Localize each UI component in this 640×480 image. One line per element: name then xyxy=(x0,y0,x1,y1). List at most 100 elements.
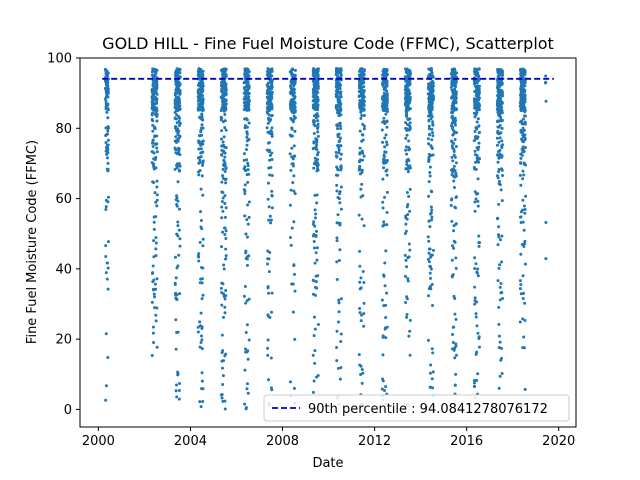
data-point xyxy=(292,189,296,193)
data-point xyxy=(221,70,225,74)
data-point xyxy=(196,330,200,334)
data-point xyxy=(359,276,363,280)
data-point xyxy=(266,121,270,125)
data-point xyxy=(267,270,271,274)
data-point xyxy=(477,124,481,128)
data-point xyxy=(201,126,205,130)
data-point xyxy=(104,205,108,209)
data-point xyxy=(521,346,525,350)
data-point xyxy=(359,67,363,71)
data-point xyxy=(316,151,320,154)
data-point xyxy=(358,249,362,253)
data-point xyxy=(472,79,476,83)
data-point xyxy=(270,310,274,314)
data-point xyxy=(201,118,205,122)
data-point xyxy=(498,97,502,101)
data-point xyxy=(522,84,526,88)
data-point xyxy=(427,127,431,131)
data-point xyxy=(246,203,250,207)
data-point xyxy=(477,131,481,135)
data-point xyxy=(500,146,504,150)
data-point xyxy=(473,267,477,271)
data-point xyxy=(173,146,177,150)
data-point xyxy=(407,145,411,149)
data-point xyxy=(269,129,273,133)
data-point xyxy=(154,287,158,291)
data-point xyxy=(497,125,501,129)
data-point xyxy=(453,73,457,77)
data-point xyxy=(199,210,203,214)
data-point xyxy=(495,143,499,147)
data-point xyxy=(357,94,361,98)
data-point xyxy=(150,87,154,91)
data-point xyxy=(430,377,434,381)
data-point xyxy=(522,245,526,249)
data-point xyxy=(405,133,409,137)
data-point xyxy=(477,337,481,340)
data-point xyxy=(335,71,339,75)
data-point xyxy=(219,286,223,290)
data-point xyxy=(450,126,454,130)
data-point xyxy=(518,279,522,283)
data-point xyxy=(290,146,294,150)
data-point xyxy=(200,174,204,178)
data-point xyxy=(106,355,110,359)
data-point xyxy=(404,222,408,226)
data-point xyxy=(269,105,273,109)
data-point xyxy=(455,195,459,199)
data-point xyxy=(404,258,408,262)
data-point xyxy=(385,211,389,215)
data-point xyxy=(220,200,224,204)
data-point xyxy=(176,220,180,224)
data-point xyxy=(155,193,159,197)
data-point xyxy=(476,192,480,196)
data-point xyxy=(523,106,527,110)
data-point xyxy=(177,169,181,173)
data-point xyxy=(245,218,249,222)
data-point xyxy=(224,166,228,170)
data-point xyxy=(106,107,110,111)
data-point xyxy=(451,273,455,277)
data-point xyxy=(450,144,454,148)
data-point xyxy=(335,236,339,240)
data-point xyxy=(337,192,341,196)
data-point xyxy=(314,82,318,86)
data-point xyxy=(431,99,435,103)
data-point xyxy=(290,162,294,166)
data-point xyxy=(429,153,433,157)
data-point xyxy=(178,153,182,157)
data-point xyxy=(384,303,388,307)
data-point xyxy=(359,108,363,112)
data-point xyxy=(220,137,224,141)
data-point xyxy=(339,185,343,189)
data-point xyxy=(408,124,412,128)
data-point xyxy=(221,120,225,124)
data-point xyxy=(104,254,108,258)
data-point xyxy=(199,143,203,147)
data-point xyxy=(223,407,227,411)
data-point xyxy=(293,95,297,99)
data-point xyxy=(475,120,479,124)
data-point xyxy=(500,371,504,375)
data-point xyxy=(314,280,318,284)
data-point xyxy=(336,213,340,217)
data-point xyxy=(520,120,524,124)
data-point xyxy=(175,102,179,106)
data-point xyxy=(454,353,458,357)
data-point xyxy=(519,92,523,96)
data-point xyxy=(267,141,270,145)
data-point xyxy=(382,274,386,278)
data-point xyxy=(173,255,177,259)
data-point xyxy=(177,228,181,232)
data-point xyxy=(220,148,224,152)
data-point xyxy=(178,244,182,248)
data-point xyxy=(521,198,525,202)
data-point xyxy=(289,69,293,73)
data-point xyxy=(496,75,500,79)
data-point xyxy=(151,138,155,142)
data-point xyxy=(152,340,156,344)
data-point xyxy=(404,126,408,130)
data-point xyxy=(407,148,411,152)
data-point xyxy=(288,133,292,137)
data-point xyxy=(154,215,158,219)
